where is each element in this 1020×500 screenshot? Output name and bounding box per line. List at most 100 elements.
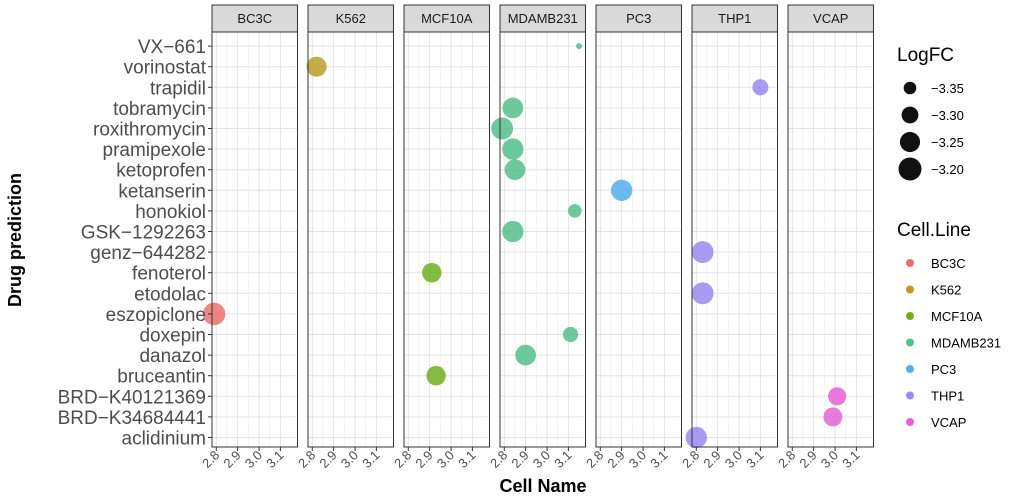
point-k562-vorinostat [306,56,327,77]
x-tick-label: 2.8 [679,448,702,471]
x-tick-label: 2.9 [700,448,723,471]
panel-border [691,31,778,448]
x-tick-label: 3.1 [455,448,478,471]
y-tick-label-genz-644282: genz−644282 [90,243,206,264]
x-tick-label: 2.8 [487,448,510,471]
facet-strip [595,4,682,33]
x-tick-label: 2.8 [391,448,414,471]
facet-bc3c: BC3C 2.82.93.03.1 [199,4,298,471]
facet-strip-label: VCAP [813,11,848,26]
y-tick-label-honokiol: honokiol [135,202,206,223]
point-mdamb231-tobramycin [502,97,524,119]
point-mdamb231-gsk-1292263 [502,220,524,243]
y-tick-label-danazol: danazol [139,346,206,367]
point-vcap-brd-k40121369 [828,387,847,406]
facet-mdamb231: MDAMB231 2.82.93.03.1 [487,4,586,471]
point-mdamb231-danazol [515,344,537,366]
facet-strip-label: MCF10A [421,11,473,26]
x-tick-label: 2.9 [412,448,435,471]
point-bc3c-eszopiclone [202,302,226,326]
x-tick-label: 3.1 [839,448,862,471]
y-tick-label-trapidil: trapidil [150,78,206,99]
y-tick-label-tobramycin: tobramycin [113,99,206,120]
x-tick-label: 3.0 [338,448,361,471]
point-mcf10a-fenoterol [422,262,442,283]
y-tick-label-vx-661: VX−661 [138,37,206,58]
x-tick-label: 3.1 [647,448,670,471]
facet-thp1: THP1 2.82.93.03.1 [679,4,778,471]
color-legend-key-bc3c [906,259,914,267]
point-mdamb231-roxithromycin [491,117,514,140]
y-tick-label-vorinostat: vorinostat [124,58,207,79]
point-mdamb231-ketoprofen [504,159,526,181]
x-tick-label: 3.1 [743,448,766,471]
size-legend-label: −3.30 [931,108,964,123]
x-tick-label: 2.9 [220,448,243,471]
facet-pc3: PC3 2.82.93.03.1 [583,4,682,471]
y-tick-label-brd-k34684441: BRD−K34684441 [58,408,206,429]
size-legend-key [899,131,921,153]
point-mdamb231-honokiol [568,204,582,218]
facet-strip-label: MDAMB231 [508,11,578,26]
x-tick-label: 3.0 [242,448,265,471]
facet-strip [211,4,298,33]
facet-strip [403,4,490,33]
color-legend-key-pc3 [906,365,914,373]
y-tick-label-gsk-1292263: GSK−1292263 [81,223,206,244]
panel-border [499,31,586,448]
x-tick-label: 3.0 [722,448,745,471]
x-axis-title: Cell Name [499,476,586,496]
color-legend-label-mdamb231: MDAMB231 [931,336,1001,351]
panel-background [212,32,298,447]
y-tick-label-fenoterol: fenoterol [132,264,206,285]
legend: LogFC −3.35 −3.30 −3.25 −3.20 Cell.Line BC3C K5… [897,45,1001,430]
panel-background [596,32,682,447]
point-thp1-trapidil [752,79,769,96]
facet-k562: K562 2.82.93.03.1 [295,4,394,471]
y-tick-label-eszopiclone: eszopiclone [106,305,206,326]
panel-border [787,31,874,448]
color-legend-key-mcf10a [906,312,914,320]
size-legend-label: −3.25 [931,135,964,150]
facet-strip-label: K562 [336,11,366,26]
x-tick-label: 2.9 [508,448,531,471]
color-legend-key-thp1 [906,391,914,400]
facet-strip-label: BC3C [237,11,272,26]
point-mdamb231-vx-661 [576,43,583,50]
point-mdamb231-pramipexole [502,138,524,160]
x-tick-label: 3.1 [551,448,574,471]
y-axis-tick-labels: aclidiniumBRD−K34684441BRD−K40121369bruc… [58,37,212,450]
x-tick-label: 2.8 [583,448,606,471]
y-tick-label-etodolac: etodolac [134,284,206,305]
panel-border [595,31,682,448]
facet-strip-label: THP1 [718,11,751,26]
panel-background [308,32,394,447]
x-tick-label: 3.0 [434,448,457,471]
y-tick-label-ketanserin: ketanserin [118,181,206,202]
color-legend-label-vcap: VCAP [931,415,966,430]
x-tick-label: 3.1 [359,448,382,471]
point-mcf10a-bruceantin [426,365,446,386]
facet-strip-label: PC3 [626,11,651,26]
color-legend-label-k562: K562 [931,283,961,298]
point-thp1-etodolac [691,282,714,305]
panel-border [211,31,298,448]
y-axis-title: Drug prediction [5,173,25,307]
facet-strip [691,4,778,33]
size-legend-key [903,81,917,95]
y-tick-label-roxithromycin: roxithromycin [93,120,206,141]
color-legend-title: Cell.Line [897,220,971,241]
x-tick-label: 3.0 [530,448,553,471]
size-legend-label: −3.20 [931,162,964,177]
x-tick-label: 3.0 [626,448,649,471]
panel-background [788,32,874,447]
color-legend-label-thp1: THP1 [931,389,964,404]
point-thp1-genz-644282 [691,241,714,264]
size-legend-label: −3.35 [931,81,964,96]
point-vcap-brd-k34684441 [823,407,843,427]
point-mdamb231-doxepin [562,326,579,343]
point-pc3-ketanserin [610,179,633,201]
panel-border [403,31,490,448]
color-legend-label-pc3: PC3 [931,362,956,377]
